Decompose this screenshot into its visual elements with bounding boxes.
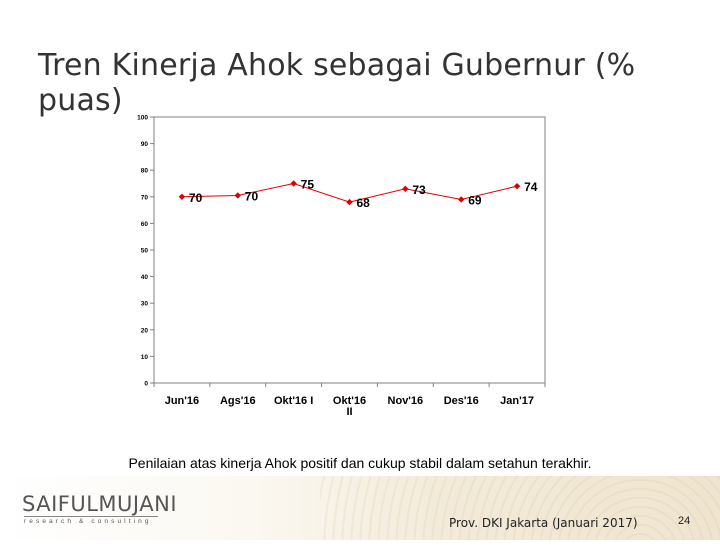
- data-point: [346, 198, 353, 206]
- data-point: [513, 182, 521, 190]
- x-tick-label: Ags'16: [220, 395, 256, 407]
- y-tick-label: 90: [141, 141, 149, 148]
- y-tick-label: 20: [141, 327, 149, 334]
- y-tick-label: 0: [144, 381, 148, 388]
- x-tick-label: Jun'16: [165, 395, 199, 407]
- data-label: 70: [189, 191, 203, 205]
- x-tick-label: Okt'16: [333, 395, 366, 407]
- data-label: 74: [524, 180, 538, 194]
- footer-source: Prov. DKI Jakarta (Januari 2017): [449, 516, 638, 530]
- y-tick-label: 100: [137, 115, 148, 122]
- plot-area: [153, 116, 546, 384]
- x-tick-label: Des'16: [444, 395, 479, 407]
- data-point: [458, 196, 465, 203]
- logo-wordmark: SAIFULMUJANI: [22, 492, 178, 516]
- slide-title: Tren Kinerja Ahok sebagai Gubernur (% pu…: [38, 48, 636, 118]
- y-tick-label: 60: [141, 221, 149, 228]
- x-tick-label: Okt'16 I: [274, 395, 313, 407]
- data-label: 70: [245, 189, 259, 203]
- y-tick-label: 10: [141, 354, 149, 361]
- y-tick-label: 50: [141, 248, 149, 255]
- y-tick-label: 80: [141, 168, 149, 175]
- y-tick-label: 70: [141, 194, 149, 201]
- logo-divider: [24, 516, 158, 517]
- y-tick-label: 40: [141, 274, 149, 281]
- slide-caption: Penilaian atas kinerja Ahok positif dan …: [128, 455, 592, 471]
- page-number: 24: [678, 515, 691, 527]
- footer-band: [0, 476, 720, 540]
- data-label: 68: [357, 196, 371, 210]
- data-label: 75: [301, 178, 315, 192]
- data-point: [234, 192, 241, 199]
- data-point: [178, 193, 186, 200]
- x-tick-label: Jan'17: [500, 395, 534, 407]
- y-tick-label: 30: [141, 301, 149, 308]
- data-label: 69: [468, 193, 482, 207]
- x-tick-label: Nov'16: [388, 395, 424, 407]
- data-label: 73: [412, 183, 426, 197]
- data-point: [290, 180, 297, 187]
- x-tick-label: II: [346, 406, 352, 418]
- logo-tagline: research & consulting: [24, 518, 152, 525]
- data-point: [402, 185, 409, 193]
